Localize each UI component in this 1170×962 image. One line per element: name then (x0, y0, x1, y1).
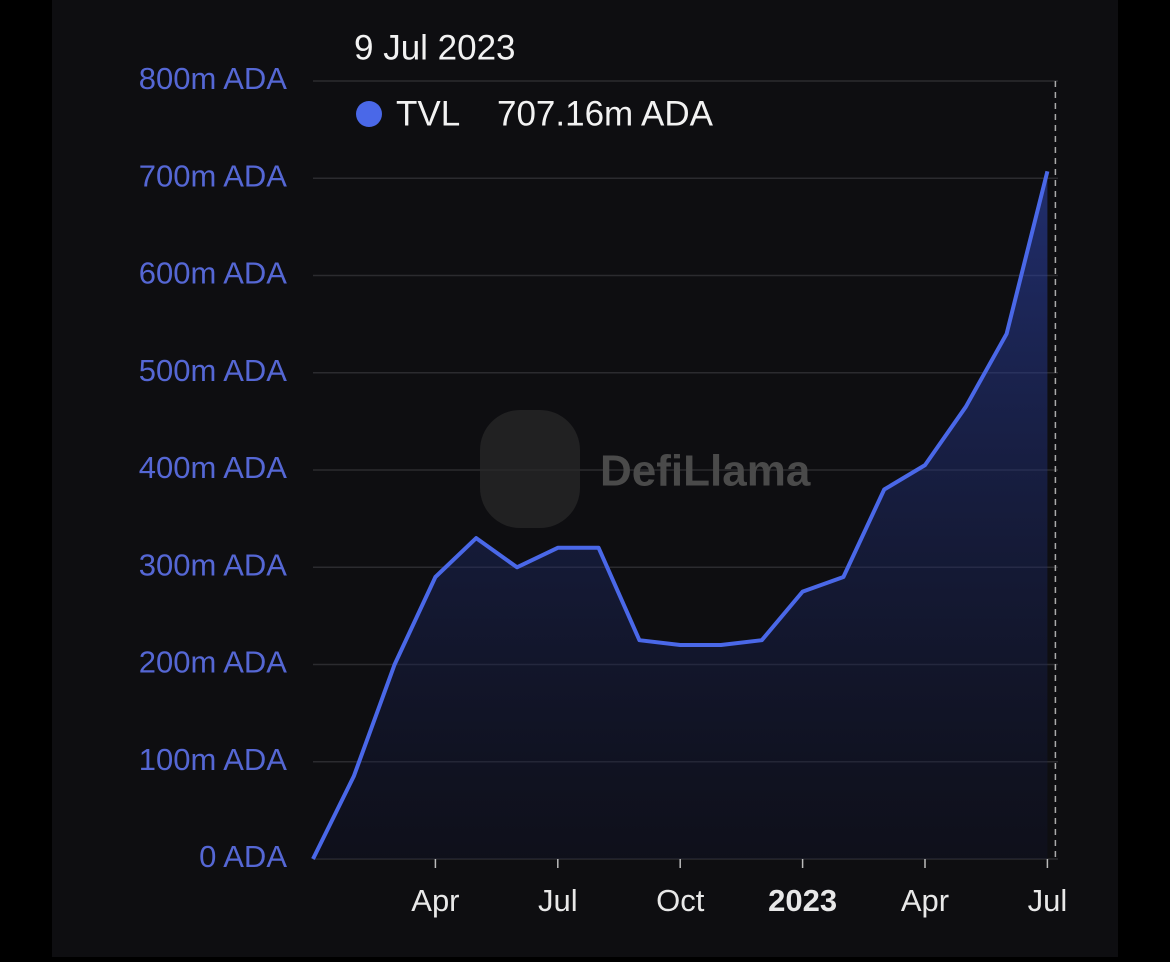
y-tick-label: 0 ADA (199, 839, 287, 874)
watermark: DefiLlama (600, 447, 811, 496)
y-tick-label: 600m ADA (139, 256, 288, 291)
x-tick-label: Jul (1028, 883, 1068, 918)
x-tick-label: Apr (901, 883, 949, 918)
legend-marker (356, 101, 382, 127)
x-tick-label: Jul (538, 883, 578, 918)
x-tick-label: Apr (411, 883, 459, 918)
y-tick-label: 100m ADA (139, 742, 288, 777)
x-tick-label: 2023 (768, 883, 837, 918)
y-tick-label: 700m ADA (139, 158, 288, 193)
y-tick-label: 500m ADA (139, 353, 288, 388)
y-tick-label: 300m ADA (139, 547, 288, 582)
line (311, 170, 1050, 860)
legend-label: TVL (396, 94, 460, 133)
tooltip-value: 707.16m ADA (497, 94, 714, 133)
x-tick-label: Oct (656, 883, 705, 918)
y-tick-label: 200m ADA (139, 645, 288, 680)
y-tick-label: 800m ADA (139, 61, 288, 96)
tooltip-title: 9 Jul 2023 (354, 28, 516, 67)
y-tick-label: 400m ADA (139, 450, 288, 485)
watermark-logo (480, 410, 580, 528)
area (313, 171, 1048, 860)
